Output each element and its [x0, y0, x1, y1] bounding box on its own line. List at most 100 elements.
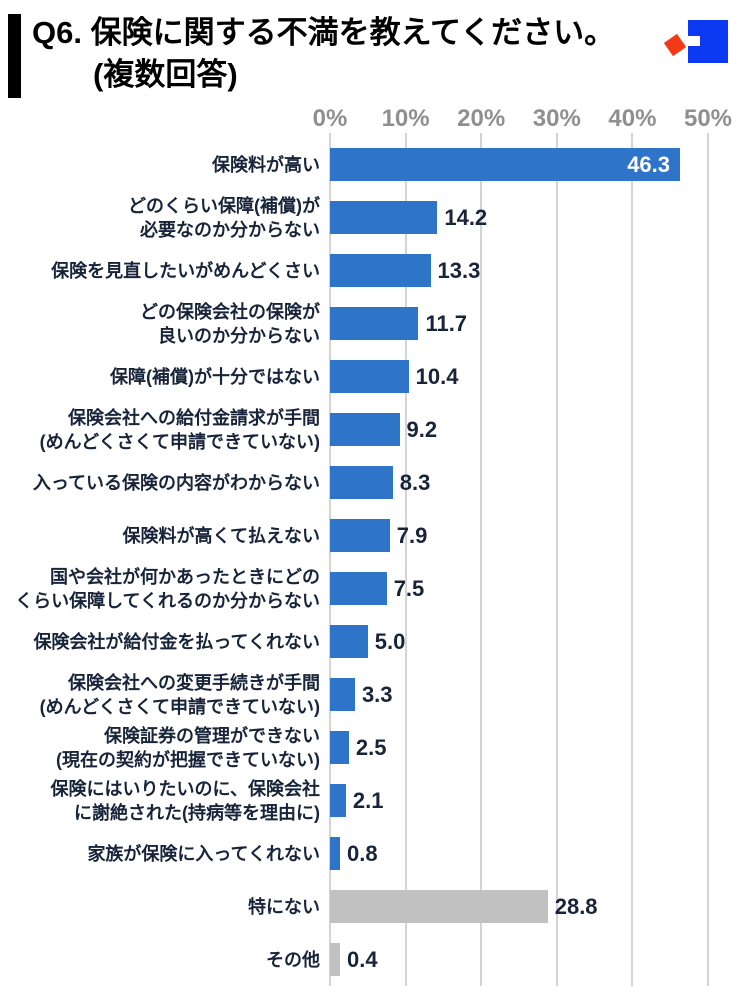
bar-row: どの保険会社の保険が 良いのか分からない 11.7 — [0, 297, 750, 350]
bar-row: 保険会社が給付金を払ってくれない 5.0 — [0, 615, 750, 668]
value-label: 8.3 — [399, 469, 431, 495]
x-tick-label: 40% — [608, 105, 657, 132]
bar-row: 入っている保険の内容がわからない 8.3 — [0, 456, 750, 509]
x-tick-label: 0% — [312, 105, 348, 132]
gridlines — [329, 133, 709, 986]
category-label: 家族が保険に入ってくれない — [87, 843, 320, 864]
bar-row: 家族が保険に入ってくれない 0.8 — [0, 827, 750, 880]
x-tick-label: 20% — [457, 105, 506, 132]
category-label: 入っている保険の内容がわからない — [32, 472, 320, 493]
bar — [330, 413, 400, 446]
value-label: 0.8 — [347, 840, 378, 866]
gridline — [404, 133, 407, 986]
bar-row: 保険料が高くて払えない 7.9 — [0, 509, 750, 562]
bar-row: 保障(補償)が十分ではない 10.4 — [0, 350, 750, 403]
bar — [330, 466, 393, 499]
bar-row: その他 0.4 — [0, 933, 750, 986]
x-tick-label: 30% — [532, 105, 581, 132]
bar-area: 14.2 — [330, 191, 750, 244]
bar-area: 11.7 — [330, 297, 750, 350]
value-label: 5.0 — [374, 628, 406, 654]
bar-row: 保険料が高い 46.3 — [0, 138, 750, 191]
logo-notch-icon — [688, 36, 700, 46]
bar — [330, 572, 387, 605]
bar — [330, 943, 340, 976]
bar — [330, 731, 349, 764]
bar — [330, 837, 340, 870]
bar-area: 2.5 — [330, 721, 750, 774]
category-label: どの保険会社の保険が 良いのか分からない — [140, 301, 320, 346]
x-tick-label: 50% — [683, 105, 733, 132]
bar-area: 10.4 — [330, 350, 750, 403]
bar — [330, 360, 409, 393]
bar-area: 28.8 — [330, 880, 750, 933]
page-title: Q6. 保険に関する不満を教えてください。 (複数回答) — [32, 12, 652, 96]
gridline — [631, 133, 634, 986]
gridline — [707, 133, 709, 986]
brand-logo-icon — [663, 18, 734, 70]
category-label: 保険料が高い — [212, 154, 320, 175]
value-label: 28.8 — [554, 893, 598, 919]
category-label: 特にない — [248, 896, 320, 917]
value-label: 0.4 — [347, 946, 378, 972]
bar — [330, 201, 438, 234]
category-label: 保険証券の管理ができない (現在の契約が把握できていない) — [56, 725, 320, 770]
value-label: 7.9 — [396, 522, 428, 548]
title-line-2: (複数回答) — [93, 57, 238, 92]
value-label: 14.2 — [444, 204, 488, 230]
bar-row: 保険証券の管理ができない (現在の契約が把握できていない) 2.5 — [0, 721, 750, 774]
bar-row: 特にない 28.8 — [0, 880, 750, 933]
bar — [330, 519, 390, 552]
value-label: 3.3 — [361, 681, 393, 707]
value-label: 2.1 — [352, 787, 384, 813]
bar-area: 0.4 — [330, 933, 750, 986]
bar — [330, 307, 419, 340]
bar-area: 5.0 — [330, 615, 750, 668]
category-label: 保険会社への変更手続きが手間 (めんどくさくて申請できていない) — [39, 672, 320, 717]
bar-row: 保険会社への給付金請求が手間 (めんどくさくて申請できていない) 9.2 — [0, 403, 750, 456]
category-label: 保険を見直したいがめんどくさい — [51, 260, 320, 281]
bar — [330, 625, 368, 658]
bar-area: 7.5 — [330, 562, 750, 615]
bar-area: 7.9 — [330, 509, 750, 562]
bar — [330, 254, 431, 287]
x-axis: 0% 10% 20% 30% 40% 50% — [313, 105, 732, 135]
value-label: 7.5 — [393, 575, 425, 601]
logo-red-diamond-icon — [663, 33, 687, 57]
bar-row: どのくらい保障(補償)が 必要なのか分からない 14.2 — [0, 191, 750, 244]
bar — [330, 890, 548, 923]
category-label: どのくらい保障(補償)が 必要なのか分からない — [128, 195, 320, 240]
bar-area: 0.8 — [330, 827, 750, 880]
category-label: 保障(補償)が十分ではない — [110, 366, 320, 387]
value-label: 2.5 — [355, 734, 387, 760]
x-tick-label: 10% — [381, 105, 430, 132]
gridline — [480, 133, 483, 986]
value-label: 13.3 — [437, 257, 481, 283]
bar-row: 保険にはいりたいのに、保険会社 に謝絶された(持病等を理由に) 2.1 — [0, 774, 750, 827]
bar-row: 保険会社への変更手続きが手間 (めんどくさくて申請できていない) 3.3 — [0, 668, 750, 721]
gridline — [329, 133, 331, 986]
bar — [330, 784, 346, 817]
title-accent-bar — [8, 14, 21, 98]
bar-row: 国や会社が何かあったときにどの くらい保障してくれるのか分からない 7.5 — [0, 562, 750, 615]
value-label: 10.4 — [415, 363, 459, 389]
category-label: 保険にはいりたいのに、保険会社 に謝絶された(持病等を理由に) — [50, 778, 320, 823]
chart-rows: 保険料が高い 46.3 どのくらい保障(補償)が 必要なのか分からない 14.2… — [0, 138, 750, 986]
bar-area: 3.3 — [330, 668, 750, 721]
category-label: 保険料が高くて払えない — [122, 525, 320, 546]
bar-chart: 0% 10% 20% 30% 40% 50% 保険料が高い 46.3 どのくらい保障(補償… — [0, 105, 750, 989]
title-line-1: Q6. 保険に関する不満を教えてください。 — [32, 15, 616, 50]
gridline — [555, 133, 558, 986]
bar: 46.3 — [330, 148, 681, 181]
value-label: 46.3 — [627, 151, 671, 177]
bar-row: 保険を見直したいがめんどくさい 13.3 — [0, 244, 750, 297]
value-label: 11.7 — [425, 310, 468, 336]
category-label: 国や会社が何かあったときにどの くらい保障してくれるのか分からない — [15, 566, 320, 611]
category-label: その他 — [266, 949, 320, 970]
bar-area: 9.2 — [330, 403, 750, 456]
category-label: 保険会社への給付金請求が手間 (めんどくさくて申請できていない) — [39, 407, 320, 452]
bar-area: 46.3 — [330, 138, 750, 191]
bar-area: 2.1 — [330, 774, 750, 827]
bar-area: 13.3 — [330, 244, 750, 297]
